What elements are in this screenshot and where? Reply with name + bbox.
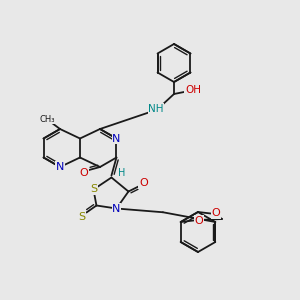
Text: S: S	[78, 212, 85, 221]
Text: S: S	[90, 184, 97, 194]
Text: OH: OH	[185, 85, 201, 95]
Text: O: O	[139, 178, 148, 188]
Text: N: N	[56, 162, 64, 172]
Text: O: O	[212, 208, 220, 218]
Text: O: O	[80, 168, 88, 178]
Text: O: O	[194, 216, 203, 226]
Text: N: N	[112, 203, 121, 214]
Text: N: N	[112, 134, 121, 143]
Text: CH₃: CH₃	[39, 115, 55, 124]
Text: H: H	[118, 167, 125, 178]
Text: NH: NH	[148, 104, 164, 114]
